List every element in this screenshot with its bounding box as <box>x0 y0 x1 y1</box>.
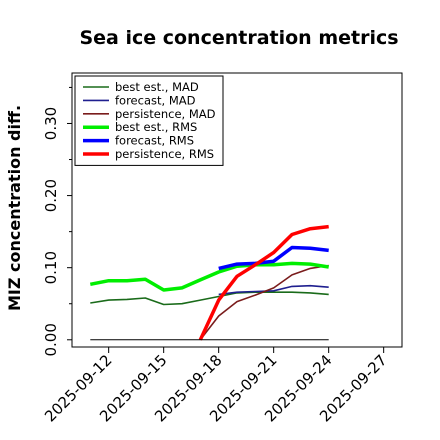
y-tick-label-1: 0.10 <box>42 251 60 284</box>
series-layer <box>89 224 329 341</box>
legend-label-3: best est., RMS <box>115 120 197 134</box>
plot-frame <box>71 72 403 348</box>
series-line-5 <box>198 224 329 341</box>
legend-box <box>74 75 224 166</box>
legend-label-4: forecast, RMS <box>115 134 194 148</box>
legend-label-0: best est., MAD <box>115 80 199 94</box>
y-tick-label-2: 0.20 <box>42 179 60 212</box>
series-line-4 <box>218 245 329 271</box>
series-line-0 <box>90 291 329 306</box>
series-line-2 <box>199 264 329 341</box>
chart-title: Sea ice concentration metrics <box>79 27 398 49</box>
series-line-1 <box>218 284 329 296</box>
legend-label-1: forecast, MAD <box>115 93 196 107</box>
legend-label-5: persistence, RMS <box>115 147 214 161</box>
y-tick-label-3: 0.30 <box>42 107 60 140</box>
legend-label-2: persistence, MAD <box>115 107 216 121</box>
series-line-3 <box>89 261 329 292</box>
y-axis-label: MIZ concentration diff. <box>5 105 24 311</box>
y-tick-label-0: 0.00 <box>42 323 60 356</box>
